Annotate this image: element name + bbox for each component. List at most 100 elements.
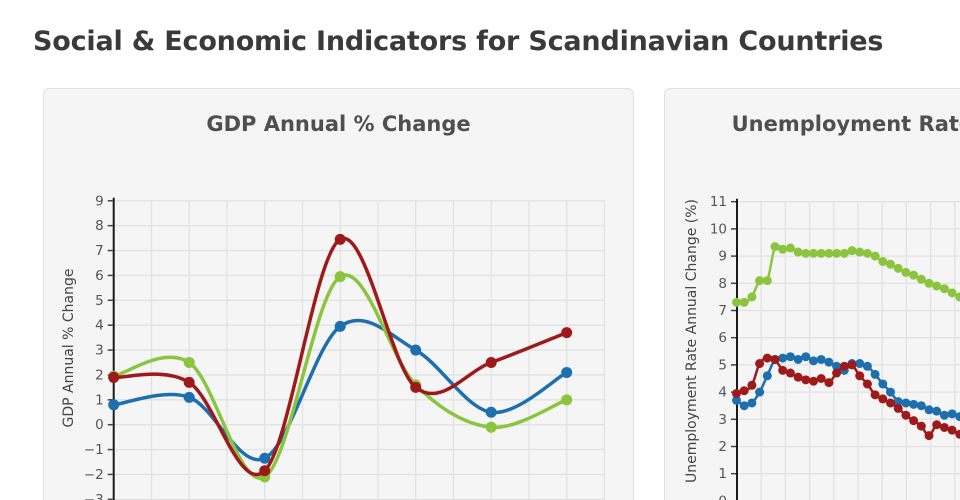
series-blue-marker	[485, 406, 497, 418]
series-red-marker	[955, 429, 960, 439]
series-red-marker	[785, 368, 795, 378]
gdp-chart-title: GDP Annual % Change	[206, 112, 471, 136]
series-green-marker	[816, 248, 826, 258]
y-tick-label: 8	[95, 218, 104, 234]
y-tick-label: 6	[95, 268, 104, 284]
series-green-marker	[801, 248, 811, 258]
series-red-marker	[886, 398, 895, 408]
series-red-group	[732, 353, 960, 441]
y-tick-label: −3	[84, 492, 104, 500]
series-green-marker	[832, 248, 842, 258]
series-red-marker	[793, 372, 803, 382]
series-blue-marker	[901, 398, 911, 408]
series-red-marker	[762, 353, 772, 363]
series-blue-marker	[334, 320, 346, 332]
series-green-marker	[893, 263, 903, 273]
series-green-marker	[932, 281, 942, 291]
y-tick-label: 2	[95, 367, 104, 383]
series-green-marker	[739, 297, 749, 307]
y-tick-label: 10	[710, 221, 727, 237]
series-blue-marker	[947, 409, 957, 419]
series-blue-marker	[916, 401, 926, 411]
series-blue-marker	[816, 354, 826, 364]
gdp-chart: 9 8 7 6 5 4 3 2 1 0 −1 −2 −3 GDP Annual % Change	[61, 193, 606, 500]
y-tick-label: 1	[95, 392, 104, 408]
series-blue-marker	[909, 399, 919, 409]
y-tick-label: 4	[718, 385, 727, 401]
series-red-marker	[862, 379, 872, 389]
series-blue-marker	[955, 412, 960, 422]
series-green-marker	[183, 357, 195, 368]
series-red-marker	[847, 360, 857, 370]
series-green-marker	[909, 270, 919, 280]
y-axis-title: GDP Annual % Change	[61, 269, 77, 428]
series-red-marker	[485, 357, 497, 368]
series-blue-marker	[793, 354, 803, 364]
series-green-marker	[485, 421, 497, 433]
series-blue-marker	[410, 344, 422, 356]
page-title: Social & Economic Indicators for Scandin…	[33, 26, 884, 57]
y-tick-label: 5	[95, 293, 104, 309]
series-blue-marker	[809, 356, 818, 366]
y-tick-label: 9	[95, 193, 104, 209]
series-blue-marker	[183, 391, 195, 403]
series-blue-marker	[832, 361, 842, 371]
series-blue-marker	[739, 401, 749, 411]
y-tick-label: 4	[95, 318, 104, 334]
series-blue-marker	[259, 452, 271, 464]
series-blue-marker	[862, 361, 872, 371]
series-green-marker	[862, 248, 872, 258]
y-tick-label: 3	[718, 412, 727, 428]
series-red-marker	[334, 233, 346, 245]
y-tick-label: 11	[710, 194, 727, 210]
series-blue-marker	[785, 352, 795, 362]
y-tick-label: 2	[718, 439, 727, 455]
series-green-marker	[824, 248, 834, 258]
series-blue-marker	[801, 352, 811, 362]
y-tick-label: 8	[718, 276, 727, 292]
series-blue-marker	[855, 359, 865, 369]
series-green-marker	[870, 251, 880, 261]
series-green-marker	[755, 276, 765, 286]
series-green-marker	[924, 278, 934, 288]
series-red-line	[111, 236, 569, 476]
series-green-marker	[778, 244, 788, 254]
series-green-marker	[561, 394, 573, 406]
series-green-marker	[939, 284, 949, 294]
series-red-marker	[901, 410, 911, 420]
series-red-marker	[816, 374, 826, 383]
series-blue-marker	[870, 369, 880, 379]
series-blue-marker	[886, 387, 895, 397]
series-blue-marker	[762, 371, 772, 381]
series-green-marker	[785, 243, 795, 253]
series-blue-marker	[932, 406, 942, 416]
y-axis-title: Unemployment Rate Annual Change (%)	[684, 199, 700, 483]
series-red-marker	[747, 380, 757, 390]
grid	[113, 200, 606, 500]
series-red-marker	[259, 465, 271, 477]
series-red-marker	[909, 416, 919, 426]
y-tick-label: −2	[84, 467, 104, 483]
series-blue-marker	[778, 353, 788, 363]
series-green-marker	[855, 247, 865, 257]
series-blue-marker	[924, 405, 934, 415]
series-red-marker	[801, 375, 811, 385]
y-tick-label: 5	[718, 357, 727, 373]
y-tick-label: 7	[718, 303, 727, 319]
series-red-marker	[739, 386, 749, 396]
series-blue-marker	[893, 397, 903, 407]
series-red-marker	[183, 376, 195, 388]
y-tick-label: 3	[95, 343, 104, 359]
y-tick-label: 0	[718, 493, 727, 500]
y-tick-group: 11109876543210	[710, 194, 736, 500]
series-red-marker	[108, 371, 120, 383]
y-tick-label: 1	[718, 466, 727, 482]
y-tick-label: 0	[95, 417, 104, 433]
series-green-group	[732, 242, 960, 307]
series-red-marker	[824, 378, 834, 388]
series-green-marker	[762, 276, 772, 286]
series-red-marker	[947, 425, 957, 435]
series-red-marker	[893, 403, 903, 413]
series-green-marker	[847, 246, 857, 256]
